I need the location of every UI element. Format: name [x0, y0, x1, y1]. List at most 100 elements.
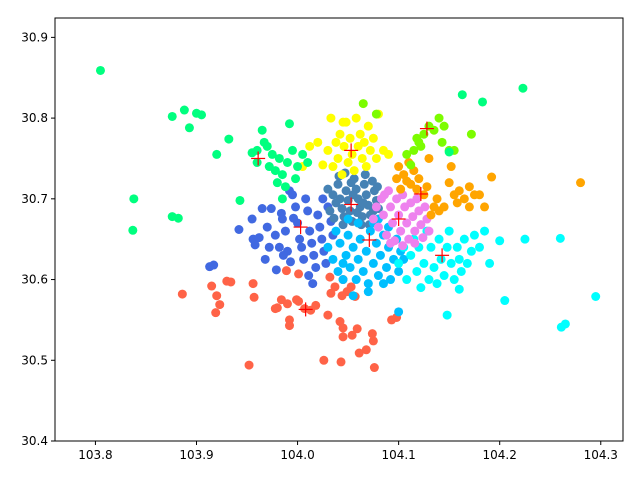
- data-point: [591, 292, 601, 302]
- data-point: [333, 179, 343, 189]
- data-point: [414, 174, 424, 184]
- data-point: [452, 198, 462, 208]
- data-point: [410, 238, 420, 248]
- data-point: [378, 279, 388, 289]
- data-point: [284, 321, 294, 331]
- data-point: [474, 242, 484, 252]
- data-point: [326, 288, 336, 298]
- data-point: [329, 213, 339, 223]
- data-point: [439, 271, 449, 281]
- data-point: [226, 277, 236, 287]
- data-point: [416, 220, 426, 230]
- data-point: [500, 296, 510, 306]
- centroid-marker: [419, 121, 434, 136]
- data-point: [442, 242, 452, 252]
- x-axis: 103.8 103.9 104.0 104.1 104.2 104.3: [78, 441, 618, 462]
- data-point: [459, 194, 469, 204]
- data-point: [271, 265, 281, 275]
- data-point: [323, 145, 333, 155]
- data-point: [212, 291, 222, 301]
- data-point: [358, 99, 368, 109]
- data-point: [338, 332, 348, 342]
- data-point: [378, 210, 388, 220]
- points-layer: [95, 65, 601, 373]
- data-point: [281, 266, 291, 276]
- data-point: [424, 275, 434, 285]
- data-point: [318, 194, 328, 204]
- data-point: [129, 194, 139, 204]
- data-point: [325, 206, 335, 216]
- data-point: [386, 275, 396, 285]
- data-point: [361, 345, 371, 355]
- data-point: [369, 363, 379, 373]
- data-point: [272, 178, 282, 188]
- data-point: [436, 254, 446, 264]
- data-point: [444, 178, 454, 188]
- data-point: [363, 121, 373, 131]
- y-axis: 30.4 30.5 30.6 30.7 30.8 30.9: [21, 30, 55, 448]
- data-point: [323, 310, 333, 320]
- data-point: [347, 330, 357, 340]
- data-point: [437, 137, 447, 147]
- centroid-marker: [344, 197, 359, 212]
- data-point: [412, 194, 422, 204]
- data-point: [247, 214, 257, 224]
- data-point: [249, 292, 259, 302]
- data-point: [358, 198, 368, 208]
- data-point: [326, 113, 336, 123]
- data-point: [359, 137, 369, 147]
- data-point: [338, 117, 348, 127]
- data-point: [361, 162, 371, 172]
- centroid-marker: [435, 248, 450, 263]
- data-point: [260, 254, 270, 264]
- data-point: [487, 172, 497, 182]
- data-point: [330, 282, 340, 292]
- data-point: [280, 226, 290, 236]
- data-point: [396, 184, 406, 194]
- data-point: [270, 166, 280, 176]
- data-point: [317, 234, 327, 244]
- data-point: [386, 238, 396, 248]
- data-point: [402, 218, 412, 228]
- data-point: [555, 233, 565, 243]
- data-point: [341, 186, 351, 196]
- data-point: [469, 230, 479, 240]
- data-point: [382, 230, 392, 240]
- data-point: [252, 145, 262, 155]
- data-point: [262, 141, 272, 151]
- data-point: [348, 291, 358, 301]
- data-point: [248, 279, 258, 289]
- data-point: [215, 300, 225, 310]
- data-point: [345, 262, 355, 272]
- data-point: [328, 254, 338, 264]
- data-point: [426, 242, 436, 252]
- data-point: [303, 206, 313, 216]
- data-point: [315, 222, 325, 232]
- data-point: [416, 141, 426, 151]
- data-point: [495, 236, 505, 246]
- data-point: [338, 275, 348, 285]
- data-point: [336, 357, 346, 367]
- data-point: [394, 162, 404, 172]
- data-point: [406, 160, 416, 170]
- data-point: [354, 348, 364, 358]
- data-point: [264, 242, 274, 252]
- data-point: [365, 145, 375, 155]
- data-point: [363, 287, 373, 297]
- data-point: [305, 141, 315, 151]
- data-point: [337, 170, 347, 180]
- data-point: [462, 258, 472, 268]
- data-point: [257, 204, 267, 214]
- data-point: [410, 226, 420, 236]
- data-point: [289, 213, 299, 223]
- data-point: [352, 324, 362, 334]
- data-point: [424, 226, 434, 236]
- data-point: [277, 194, 287, 204]
- x-tick-label: 104.2: [483, 448, 517, 462]
- data-point: [371, 238, 381, 248]
- data-point: [343, 230, 353, 240]
- data-point: [432, 194, 442, 204]
- data-point: [348, 242, 358, 252]
- data-point: [244, 360, 254, 370]
- data-point: [313, 210, 323, 220]
